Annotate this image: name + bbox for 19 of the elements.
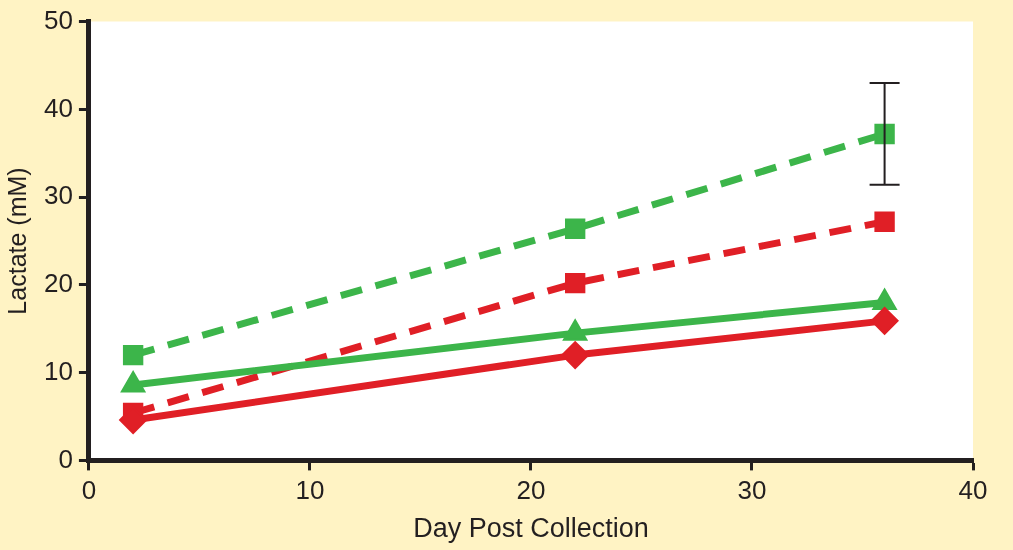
point	[564, 218, 586, 239]
y-tick-label: 50	[44, 4, 73, 35]
y-tick-label: 30	[44, 180, 73, 211]
y-tick-label: 20	[44, 268, 73, 299]
x-tick-label: 30	[737, 475, 767, 506]
point	[874, 211, 895, 232]
point	[122, 344, 144, 366]
x-tick-label: 40	[958, 475, 988, 506]
point	[561, 341, 590, 370]
y-tick-label: 0	[58, 443, 73, 474]
point	[564, 272, 586, 294]
point	[870, 306, 899, 335]
x-axis-title: Day Post Collection	[413, 513, 649, 544]
x-tick-label: 0	[81, 475, 97, 506]
y-tick-label: 40	[44, 92, 73, 123]
x-tick-label: 20	[516, 475, 546, 506]
x-tick-label: 10	[295, 475, 325, 506]
y-tick-label: 10	[44, 355, 73, 386]
y-axis-title: Lactate (mM)	[2, 167, 31, 315]
